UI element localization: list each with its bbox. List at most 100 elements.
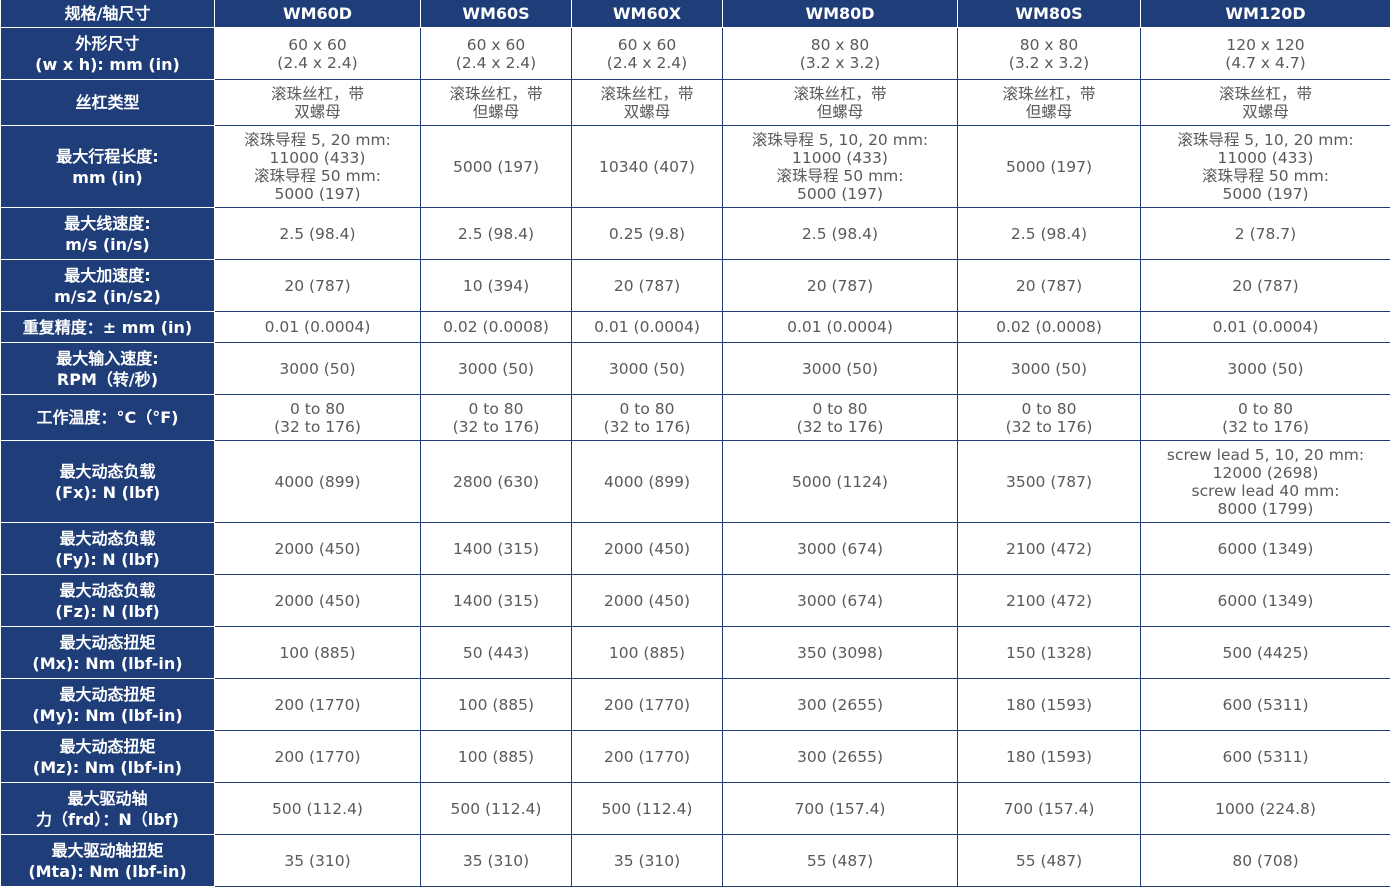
- table-cell: 35 (310): [214, 834, 421, 887]
- row-label: 外形尺寸 (w x h): mm (in): [0, 27, 215, 80]
- row-label: 最大动态扭矩 (My): Nm (lbf-in): [0, 678, 215, 731]
- row-label: 工作温度：°C（°F): [0, 394, 215, 441]
- table-cell: 5000 (1124): [722, 440, 958, 523]
- table-cell: 100 (885): [214, 626, 421, 679]
- table-row: 最大动态扭矩 (My): Nm (lbf-in) 200 (1770) 100 (8…: [0, 678, 1390, 731]
- table-cell: 35 (310): [571, 834, 723, 887]
- table-row: 外形尺寸 (w x h): mm (in) 60 x 60 (2.4 x 2.4)…: [0, 27, 1390, 80]
- table-cell: 0.01 (0.0004): [1140, 311, 1390, 343]
- table-cell: 60 x 60 (2.4 x 2.4): [214, 27, 421, 80]
- table-row: 最大驱动轴 力（frd）：N（lbf) 500 (112.4) 500 (112.4…: [0, 782, 1390, 835]
- table-cell: 2000 (450): [571, 522, 723, 575]
- table-cell: 200 (1770): [214, 678, 421, 731]
- table-cell: 2800 (630): [420, 440, 572, 523]
- table-cell: 600 (5311): [1140, 730, 1390, 783]
- table-cell: 3000 (674): [722, 574, 958, 627]
- table-cell: 10 (394): [420, 259, 572, 312]
- table-cell: 0.02 (0.0008): [957, 311, 1141, 343]
- table-row: 最大动态负载 (Fy): N (lbf) 2000 (450) 1400 (315)…: [0, 522, 1390, 575]
- table-row: 最大驱动轴扭矩 (Mta): Nm (lbf-in) 35 (310) 35 (31…: [0, 834, 1390, 887]
- table-cell: 20 (787): [957, 259, 1141, 312]
- table-cell: 3000 (50): [420, 342, 572, 395]
- table-row: 最大动态扭矩 (Mz): Nm (lbf-in) 200 (1770) 100 (8…: [0, 730, 1390, 783]
- table-cell: 1400 (315): [420, 574, 572, 627]
- table-cell: 4000 (899): [571, 440, 723, 523]
- table-cell: 180 (1593): [957, 678, 1141, 731]
- table-cell: 滚珠丝杠，带 双螺母: [214, 79, 421, 126]
- row-label: 最大动态负载 (Fx): N (lbf): [0, 440, 215, 523]
- table-cell: 50 (443): [420, 626, 572, 679]
- row-label: 最大驱动轴扭矩 (Mta): Nm (lbf-in): [0, 834, 215, 887]
- table-cell: 100 (885): [420, 730, 572, 783]
- table-cell: 1000 (224.8): [1140, 782, 1390, 835]
- header-model: WM60S: [420, 0, 572, 28]
- table-cell: 100 (885): [571, 626, 723, 679]
- table-cell: 500 (112.4): [214, 782, 421, 835]
- row-label: 最大输入速度: RPM（转/秒): [0, 342, 215, 395]
- table-cell: 0 to 80 (32 to 176): [1140, 394, 1390, 441]
- table-cell: 60 x 60 (2.4 x 2.4): [571, 27, 723, 80]
- header-model: WM60X: [571, 0, 723, 28]
- table-cell: 180 (1593): [957, 730, 1141, 783]
- table-cell: 3500 (787): [957, 440, 1141, 523]
- table-cell: 80 (708): [1140, 834, 1390, 887]
- table-cell: 3000 (50): [1140, 342, 1390, 395]
- row-label: 最大行程长度: mm (in): [0, 125, 215, 208]
- table-cell: 35 (310): [420, 834, 572, 887]
- table-cell: 滚珠丝杠，带 双螺母: [1140, 79, 1390, 126]
- table-cell: 2100 (472): [957, 574, 1141, 627]
- table-cell: 0.01 (0.0004): [214, 311, 421, 343]
- table-cell: 滚珠导程 5, 10, 20 mm: 11000 (433) 滚珠导程 50 m…: [722, 125, 958, 208]
- table-cell: 500 (112.4): [420, 782, 572, 835]
- table-row: 最大行程长度: mm (in) 滚珠导程 5, 20 mm: 11000 (433…: [0, 125, 1390, 208]
- table-cell: 5000 (197): [957, 125, 1141, 208]
- table-cell: 3000 (50): [571, 342, 723, 395]
- table-cell: 3000 (50): [957, 342, 1141, 395]
- table-cell: 120 x 120 (4.7 x 4.7): [1140, 27, 1390, 80]
- table-cell: 100 (885): [420, 678, 572, 731]
- table-cell: 60 x 60 (2.4 x 2.4): [420, 27, 572, 80]
- header-spec-axis: 规格/轴尺寸: [0, 0, 215, 28]
- table-cell: 3000 (50): [722, 342, 958, 395]
- table-cell: 80 x 80 (3.2 x 3.2): [957, 27, 1141, 80]
- table-cell: 0.25 (9.8): [571, 207, 723, 260]
- table-row: 最大动态负载 (Fx): N (lbf) 4000 (899) 2800 (630)…: [0, 440, 1390, 523]
- table-cell: 55 (487): [722, 834, 958, 887]
- table-cell: 150 (1328): [957, 626, 1141, 679]
- table-cell: 3000 (674): [722, 522, 958, 575]
- table-cell: 0.01 (0.0004): [722, 311, 958, 343]
- table-cell: 10340 (407): [571, 125, 723, 208]
- table-cell: 0 to 80 (32 to 176): [722, 394, 958, 441]
- table-cell: 滚珠丝杠，带 但螺母: [957, 79, 1141, 126]
- table-cell: 55 (487): [957, 834, 1141, 887]
- table-cell: 500 (4425): [1140, 626, 1390, 679]
- table-cell: 0 to 80 (32 to 176): [957, 394, 1141, 441]
- table-row: 最大动态扭矩 (Mx): Nm (lbf-in) 100 (885) 50 (443…: [0, 626, 1390, 679]
- header-row: 规格/轴尺寸 WM60D WM60S WM60X WM80D WM80S WM120D: [0, 0, 1390, 28]
- table-cell: 700 (157.4): [722, 782, 958, 835]
- table-cell: 700 (157.4): [957, 782, 1141, 835]
- table-cell: 滚珠丝杠，带 双螺母: [571, 79, 723, 126]
- table-cell: 350 (3098): [722, 626, 958, 679]
- row-label: 最大动态扭矩 (Mz): Nm (lbf-in): [0, 730, 215, 783]
- table-cell: 20 (787): [1140, 259, 1390, 312]
- table-cell: 2.5 (98.4): [722, 207, 958, 260]
- row-label: 重复精度：± mm (in): [0, 311, 215, 343]
- row-label: 最大加速度: m/s2 (in/s2): [0, 259, 215, 312]
- table-cell: 滚珠丝杠，带 但螺母: [420, 79, 572, 126]
- table-cell: 5000 (197): [420, 125, 572, 208]
- table-cell: 300 (2655): [722, 678, 958, 731]
- table-cell: 4000 (899): [214, 440, 421, 523]
- table-cell: 20 (787): [214, 259, 421, 312]
- row-label: 最大动态扭矩 (Mx): Nm (lbf-in): [0, 626, 215, 679]
- table-cell: 滚珠导程 5, 10, 20 mm: 11000 (433) 滚珠导程 50 m…: [1140, 125, 1390, 208]
- table-row: 工作温度：°C（°F) 0 to 80 (32 to 176) 0 to 80 (3…: [0, 394, 1390, 441]
- table-cell: 300 (2655): [722, 730, 958, 783]
- table-cell: 滚珠导程 5, 20 mm: 11000 (433) 滚珠导程 50 mm: 5…: [214, 125, 421, 208]
- header-model: WM80D: [722, 0, 958, 28]
- table-cell: 0 to 80 (32 to 176): [571, 394, 723, 441]
- table-cell: 滚珠丝杠，带 但螺母: [722, 79, 958, 126]
- row-label: 丝杠类型: [0, 79, 215, 126]
- table-cell: 200 (1770): [571, 730, 723, 783]
- table-cell: 2.5 (98.4): [214, 207, 421, 260]
